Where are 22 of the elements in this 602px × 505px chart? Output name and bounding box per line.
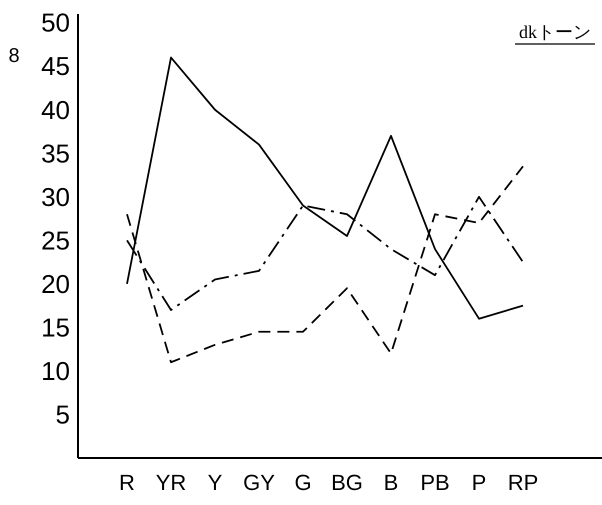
x-tick-label: YR	[156, 470, 186, 495]
y-tick-label: 40	[41, 94, 70, 125]
y-tick-label: 30	[41, 182, 70, 212]
x-tick-label: GY	[243, 470, 276, 495]
y-tick-label: 50	[41, 8, 70, 38]
chart-title: dkトーン	[519, 22, 591, 42]
x-tick-label: PB	[420, 470, 450, 495]
x-tick-label: G	[294, 470, 312, 495]
x-tick-label: RP	[508, 470, 538, 495]
y-tick-label: 5	[56, 399, 70, 430]
y-tick-label: 15	[41, 312, 70, 342]
x-tick-label: B	[384, 470, 398, 495]
text: 8	[8, 45, 20, 67]
x-tick-label: R	[119, 470, 135, 495]
y-tick-label: 20	[41, 268, 70, 299]
x-tick-label: Y	[208, 470, 223, 495]
x-tick-label: P	[472, 470, 486, 495]
y-tick-label: 35	[41, 138, 70, 168]
y-tick-label: 45	[41, 51, 70, 82]
x-tick-label: BG	[331, 470, 363, 495]
y-tick-label: 10	[41, 356, 70, 386]
y-tick-label: 25	[41, 225, 70, 256]
